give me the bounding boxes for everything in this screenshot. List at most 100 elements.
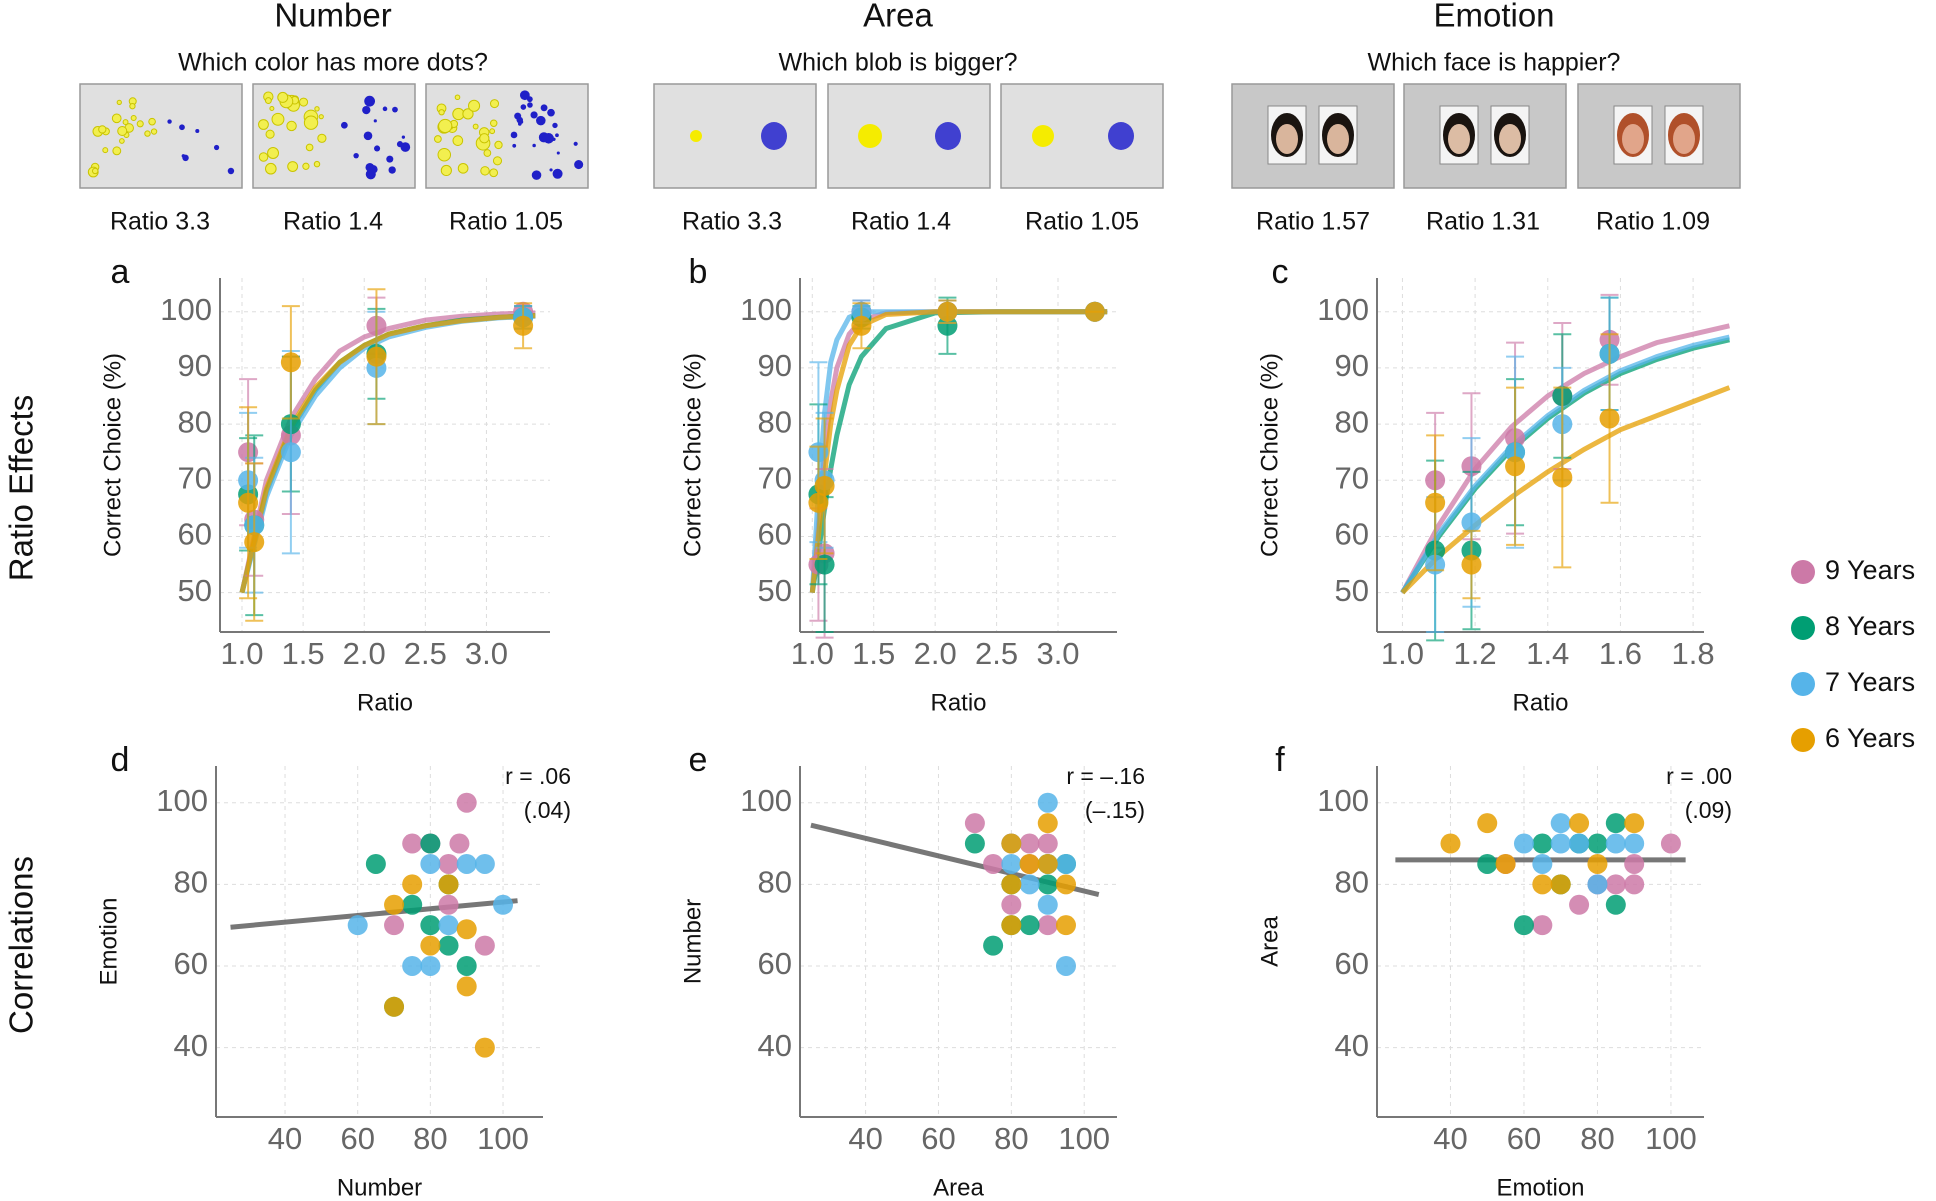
annotation: r = .06 (505, 763, 571, 789)
dot (532, 143, 536, 148)
point (1624, 833, 1645, 854)
x-axis-label: Area (933, 1174, 984, 1201)
panel-letter: c (1272, 253, 1289, 291)
point (1605, 874, 1626, 895)
dot (271, 112, 285, 126)
annotation: (–.15) (1085, 797, 1145, 823)
point (1001, 874, 1022, 895)
row-label: Ratio Effects (3, 395, 40, 581)
ratio-label: Ratio 1.05 (1025, 208, 1139, 236)
dot (269, 105, 275, 112)
y-tick-label: 50 (758, 573, 792, 608)
y-tick-label: 80 (174, 865, 208, 900)
column-title: Emotion (1433, 0, 1554, 34)
y-tick-label: 40 (1335, 1028, 1369, 1063)
dot (299, 97, 309, 107)
point (1477, 853, 1498, 874)
legend-swatch (1791, 560, 1815, 584)
dot (457, 162, 469, 174)
point (1461, 554, 1482, 575)
face (1673, 124, 1695, 154)
point (1055, 853, 1076, 874)
dot (519, 90, 530, 101)
y-tick-label: 90 (178, 348, 212, 383)
fit-curve (809, 309, 1108, 593)
row-label: Correlations (3, 856, 40, 1034)
x-tick-label: 2.5 (975, 636, 1018, 671)
annotation: r = –.16 (1066, 763, 1145, 789)
blob (690, 130, 702, 142)
annotation: (.09) (1685, 797, 1732, 823)
dot (433, 135, 442, 143)
point (1001, 833, 1022, 854)
dot (122, 119, 129, 126)
point (1461, 512, 1482, 533)
y-tick-label: 40 (758, 1028, 792, 1063)
point (1513, 915, 1534, 936)
dot (144, 130, 151, 137)
legend-swatch (1791, 672, 1815, 696)
dot (317, 133, 327, 143)
ratio-label: Ratio 1.57 (1256, 208, 1370, 236)
dot (213, 144, 220, 151)
point (384, 915, 405, 936)
dot (258, 119, 269, 130)
dot (305, 143, 314, 152)
point (280, 352, 301, 373)
dot (303, 115, 319, 130)
y-tick-label: 50 (1335, 573, 1369, 608)
face (1327, 124, 1349, 154)
stimulus-panel (79, 83, 243, 189)
point (1037, 813, 1058, 834)
dot (195, 128, 200, 134)
y-tick-label: 60 (1335, 946, 1369, 981)
annotation: r = .00 (1666, 763, 1732, 789)
point (851, 315, 872, 336)
point (1569, 894, 1590, 915)
y-tick-label: 60 (178, 517, 212, 552)
dot (265, 129, 275, 139)
point (347, 915, 368, 936)
x-tick-label: 1.6 (1599, 636, 1642, 671)
dot (489, 168, 499, 178)
dot (556, 151, 560, 155)
dot (519, 119, 524, 124)
point (1055, 915, 1076, 936)
point (402, 874, 423, 895)
x-axis-label: Ratio (357, 689, 413, 716)
dot (227, 167, 235, 175)
point (449, 833, 470, 854)
ratio-label: Ratio 1.4 (851, 208, 951, 236)
y-axis-label: Correct Choice (%) (1256, 353, 1283, 557)
panel-letter: e (689, 741, 708, 779)
point (1624, 813, 1645, 834)
dot (552, 168, 563, 179)
point (1019, 833, 1040, 854)
blob (1032, 125, 1054, 147)
question: Which blob is bigger? (778, 49, 1017, 77)
y-tick-label: 80 (1335, 404, 1369, 439)
point (1532, 915, 1553, 936)
point (244, 532, 265, 553)
dot (286, 120, 297, 132)
x-axis-label: Ratio (1512, 689, 1568, 716)
dot (265, 162, 277, 175)
y-axis-label: Number (679, 899, 706, 984)
y-tick-label: 100 (1317, 783, 1369, 818)
point (1019, 874, 1040, 895)
annotation: (.04) (524, 797, 571, 823)
x-tick-label: 1.0 (1381, 636, 1424, 671)
x-tick-label: 3.0 (465, 636, 508, 671)
y-tick-label: 40 (174, 1028, 208, 1063)
point (384, 996, 405, 1017)
dot (116, 99, 122, 106)
dot (302, 162, 310, 170)
point (280, 442, 301, 463)
dot (365, 162, 375, 172)
y-tick-label: 80 (178, 404, 212, 439)
point (1605, 894, 1626, 915)
x-tick-label: 1.8 (1672, 636, 1715, 671)
y-tick-label: 60 (174, 946, 208, 981)
x-tick-label: 1.0 (791, 636, 834, 671)
dot (489, 128, 496, 135)
